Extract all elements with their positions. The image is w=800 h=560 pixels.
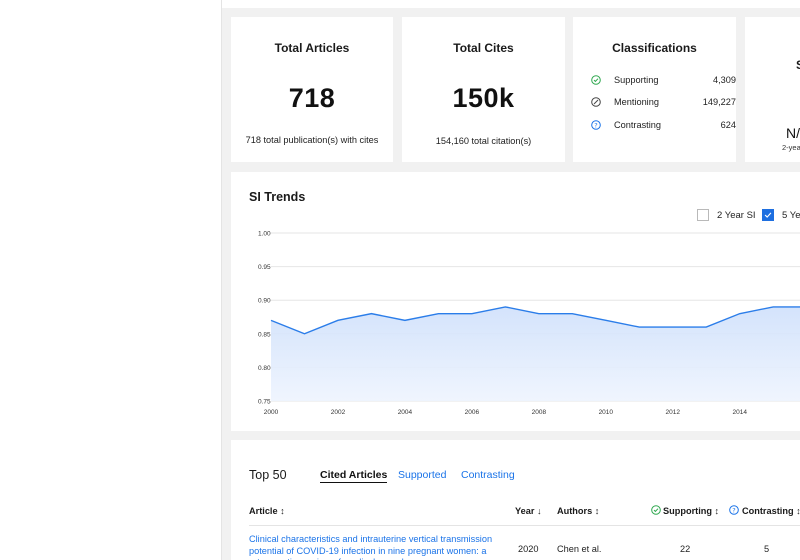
classification-supporting-row: Supporting 4,309 <box>591 74 736 88</box>
si-summary-value: N/ <box>786 125 800 141</box>
article-authors: Chen et al. <box>557 544 602 554</box>
tab-supported[interactable]: Supported <box>398 469 447 481</box>
total-articles-value: 718 <box>288 83 336 113</box>
si-summary-subtitle: 2-yea <box>782 143 800 152</box>
si-trends-card: SI Trends F 2 Year SI 5 Yea 1.000.950.90… <box>231 172 800 431</box>
classification-mentioning-row: Mentioning 149,227 <box>591 96 736 110</box>
y-tick-label: 1.00 <box>258 231 271 238</box>
legend-5-year-si-label: 5 Yea <box>782 210 800 221</box>
series-area-5-year-si <box>271 306 800 401</box>
total-articles-card: Total Articles 718 718 total publication… <box>231 17 393 162</box>
legend-2-year-si-label: 2 Year SI <box>717 210 756 221</box>
x-tick-label: 2006 <box>465 409 480 416</box>
y-tick-label: 0.90 <box>258 298 271 305</box>
supporting-label: Supporting <box>614 75 659 85</box>
classification-contrasting-row: ? Contrasting 624 <box>591 119 736 133</box>
checkbox-2-year-si[interactable] <box>697 209 709 221</box>
supporting-check-icon <box>651 505 661 515</box>
total-articles-subtitle: 718 total publication(s) with cites <box>245 135 379 145</box>
si-trends-title: SI Trends <box>249 190 306 204</box>
supporting-value: 4,309 <box>713 75 736 85</box>
checkmark-icon <box>764 212 772 218</box>
total-cites-title: Total Cites <box>453 41 514 55</box>
tab-contrasting[interactable]: Contrasting <box>461 469 515 481</box>
column-year[interactable]: Year ↓ <box>515 506 542 516</box>
column-contrasting[interactable]: Contrasting ↕ <box>742 506 800 516</box>
column-authors[interactable]: Authors ↕ <box>557 506 600 516</box>
si-summary-card: S N/ 2-yea <box>745 17 800 162</box>
x-tick-label: 2002 <box>331 409 346 416</box>
check-circle-icon <box>591 75 601 85</box>
sidebar-divider <box>221 0 222 560</box>
mentioning-label: Mentioning <box>614 97 659 107</box>
x-tick-label: 2012 <box>666 409 681 416</box>
top-50-card: Top 50 Cited Articles Supported Contrast… <box>231 440 800 560</box>
contrasting-label: Contrasting <box>614 120 661 130</box>
si-trends-chart: 1.00 0.95 0.90 0.85 0.80 0.75 2000 2002 2004 2006… <box>258 231 800 416</box>
series-line-5-year-si <box>270 306 800 335</box>
x-tick-label: 2004 <box>398 409 413 416</box>
total-cites-value: 150k <box>452 83 515 113</box>
svg-text:?: ? <box>594 121 597 129</box>
total-cites-subtitle: 154,160 total citation(s) <box>435 136 532 146</box>
x-tick-label: 2014 <box>732 409 747 416</box>
y-tick-label: 0.85 <box>258 331 271 338</box>
x-tick-label: 2008 <box>532 409 547 416</box>
y-tick-label: 0.95 <box>258 264 271 271</box>
mentioning-value: 149,227 <box>702 97 736 107</box>
total-articles-title: Total Articles <box>274 41 350 55</box>
x-tick-label: 2000 <box>264 409 279 416</box>
top-50-heading: Top 50 <box>249 468 287 482</box>
svg-text:?: ? <box>732 506 735 514</box>
y-tick-label: 0.80 <box>258 365 271 372</box>
total-cites-card: Total Cites 150k 154,160 total citation(… <box>402 17 565 162</box>
classifications-card: Classifications Supporting 4,309 Mention… <box>573 17 736 162</box>
article-contrasting-count: 5 <box>764 544 770 554</box>
tab-cited-articles[interactable]: Cited Articles <box>320 469 388 483</box>
contrasting-question-icon: ? <box>729 505 739 515</box>
article-title-link[interactable]: Clinical characteristics and intrauterin… <box>249 534 493 560</box>
classifications-title: Classifications <box>612 41 697 55</box>
article-supporting-count: 22 <box>680 544 691 554</box>
contrasting-value: 624 <box>720 120 736 130</box>
question-circle-icon: ? <box>591 120 601 130</box>
si-summary-title: S <box>796 58 800 72</box>
table-header-divider <box>249 525 800 526</box>
y-tick-label: 0.75 <box>258 399 271 406</box>
checkbox-5-year-si[interactable] <box>762 209 774 221</box>
slash-circle-icon <box>591 97 601 107</box>
article-year: 2020 <box>518 544 539 554</box>
column-supporting[interactable]: Supporting ↕ <box>663 506 720 516</box>
column-article[interactable]: Article ↕ <box>249 506 285 516</box>
x-tick-label: 2010 <box>599 409 614 416</box>
